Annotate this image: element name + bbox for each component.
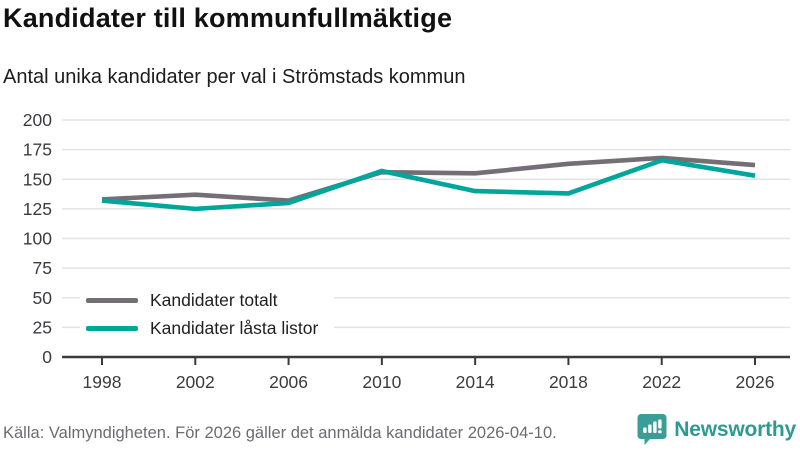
chart-title: Kandidater till kommunfullmäktige: [3, 3, 453, 33]
newsworthy-logo-text: Newsworthy: [674, 417, 796, 441]
legend-item-lasta-listor: Kandidater låsta listor: [86, 318, 319, 339]
y-axis-tick-label: 125: [23, 199, 52, 219]
y-axis-tick-label: 200: [23, 110, 52, 130]
x-axis-tick-label: 2026: [736, 372, 775, 392]
y-axis-tick-label: 75: [33, 258, 52, 278]
x-axis-tick-label: 2006: [269, 372, 308, 392]
x-axis-tick-label: 2010: [362, 372, 401, 392]
legend-label-lasta-listor: Kandidater låsta listor: [150, 318, 319, 339]
x-axis-tick-label: 2002: [176, 372, 215, 392]
bar-chart-speech-bubble-icon: [637, 414, 667, 445]
legend-swatch-totalt: [86, 298, 138, 304]
y-axis-tick-label: 50: [33, 288, 53, 308]
y-axis-tick-label: 100: [23, 229, 52, 249]
legend-label-totalt: Kandidater totalt: [150, 290, 278, 310]
chart-subtitle: Antal unika kandidater per val i Strömst…: [3, 66, 466, 88]
legend-item-totalt: Kandidater totalt: [86, 290, 318, 310]
y-axis-tick-label: 0: [42, 347, 52, 367]
chart-footer: Källa: Valmyndigheten. För 2026 gäller d…: [0, 414, 800, 450]
x-axis-tick-label: 2018: [549, 372, 588, 392]
chart-legend: Kandidater totalt Kandidater låsta listo…: [80, 285, 335, 347]
series-line-0: [101, 155, 756, 203]
x-axis-tick-label: 1998: [83, 372, 122, 392]
series-line-1: [101, 157, 756, 212]
legend-swatch-lasta-listor: [86, 326, 138, 332]
line-chart: 0 25 50 75 100 125 150 175 200 1998 2002 2006 2010 20…: [23, 110, 790, 392]
y-axis-tick-label: 25: [33, 317, 52, 337]
y-axis-tick-label: 175: [23, 140, 52, 160]
x-axis-tick-label: 2014: [456, 372, 495, 392]
y-axis-tick-label: 150: [23, 169, 52, 189]
newsworthy-logo: Newsworthy: [637, 413, 796, 446]
source-note: Källa: Valmyndigheten. För 2026 gäller d…: [3, 424, 557, 442]
x-axis-tick-label: 2022: [642, 372, 681, 392]
